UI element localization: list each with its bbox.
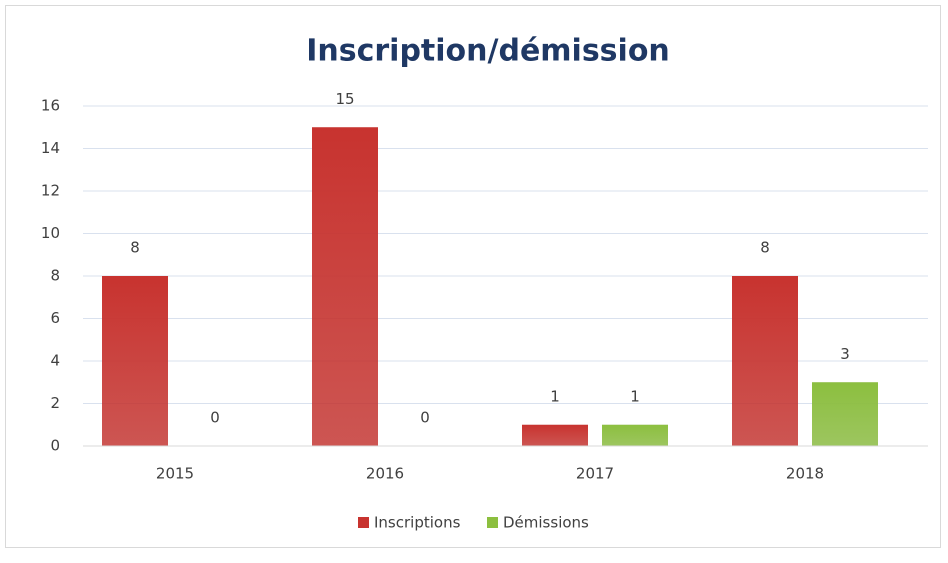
- bar: [102, 276, 168, 446]
- legend-swatch: [487, 517, 498, 528]
- data-label: 8: [130, 239, 140, 257]
- chart-title: Inscription/démission: [306, 34, 670, 69]
- bar: [812, 382, 878, 446]
- data-label: 3: [840, 345, 850, 363]
- y-tick-label: 6: [50, 309, 60, 327]
- x-tick-label: 2017: [576, 465, 614, 483]
- data-label: 0: [210, 409, 220, 427]
- data-label: 0: [420, 409, 430, 427]
- y-tick-label: 4: [50, 352, 60, 370]
- data-label: 1: [550, 387, 560, 405]
- bar: [732, 276, 798, 446]
- y-tick-label: 10: [41, 224, 60, 242]
- bar: [312, 127, 378, 446]
- x-tick-label: 2016: [366, 465, 404, 483]
- legend-label: Démissions: [503, 514, 589, 532]
- y-tick-label: 8: [50, 267, 60, 285]
- data-label: 15: [335, 90, 354, 108]
- y-tick-label: 14: [41, 139, 60, 157]
- data-label: 8: [760, 239, 770, 257]
- y-tick-label: 2: [50, 394, 60, 412]
- data-label: 1: [630, 387, 640, 405]
- y-tick-label: 12: [41, 182, 60, 200]
- legend-swatch: [358, 517, 369, 528]
- x-tick-label: 2015: [156, 465, 194, 483]
- legend-label: Inscriptions: [374, 514, 461, 532]
- y-tick-label: 0: [50, 437, 60, 455]
- y-tick-label: 16: [41, 97, 60, 115]
- x-tick-label: 2018: [786, 465, 824, 483]
- bar: [602, 424, 668, 446]
- bar: [522, 424, 588, 446]
